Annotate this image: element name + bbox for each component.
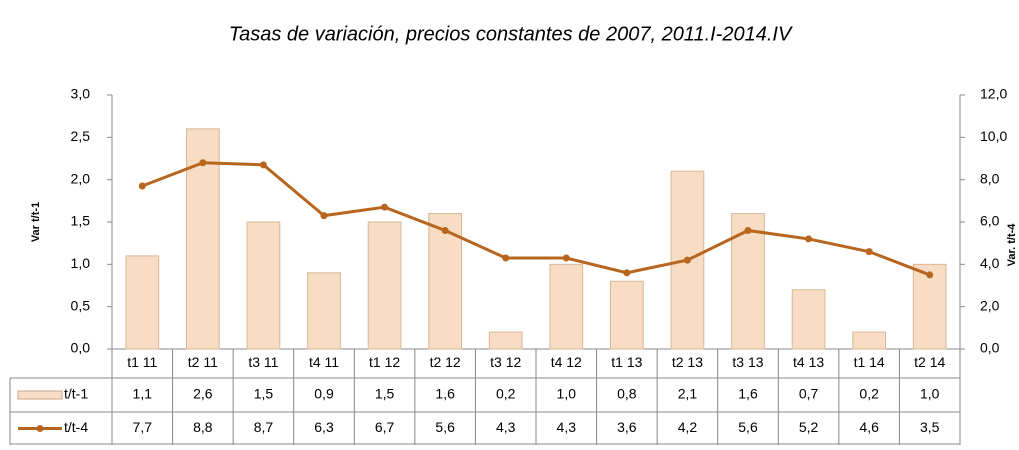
table-value: 1,0	[920, 386, 940, 402]
x-tick-label: t3 11	[248, 354, 278, 370]
bar	[912, 263, 947, 350]
table-value: 7,7	[133, 419, 153, 435]
y-tick-label: 2,0	[71, 170, 91, 186]
x-tick-label: t3 12	[490, 354, 521, 370]
x-tick-label: t2 12	[430, 354, 461, 370]
y2-tick-label: 6,0	[980, 213, 1000, 229]
marker	[623, 269, 631, 277]
table-value: 4,2	[678, 419, 698, 435]
bar	[367, 221, 402, 350]
legend-label: t/t-4	[64, 419, 88, 435]
x-tick-label: t4 11	[309, 354, 339, 370]
bar	[125, 255, 160, 350]
bar	[610, 280, 644, 350]
table-value: 1,6	[738, 386, 758, 402]
marker	[199, 159, 207, 167]
marker	[259, 161, 267, 169]
legend-swatch	[17, 390, 63, 400]
bar	[246, 221, 281, 350]
table-value: 4,3	[557, 419, 577, 435]
y2-axis-label: Var. t/t-4	[1006, 223, 1018, 267]
y2-tick-label: 4,0	[980, 255, 1000, 271]
marker	[441, 226, 449, 234]
table-value: 8,8	[193, 419, 213, 435]
bar	[852, 331, 886, 350]
y-tick-label: 1,0	[71, 255, 91, 271]
marker	[865, 248, 873, 256]
x-tick-label: t2 11	[188, 354, 218, 370]
y-tick-label: 0,5	[71, 297, 91, 313]
table-value: 0,2	[859, 386, 879, 402]
chart-title: Tasas de variación, precios constantes d…	[229, 23, 793, 45]
table-value: 4,6	[859, 419, 879, 435]
bar	[549, 263, 584, 350]
table-value: 2,6	[193, 386, 213, 402]
table-value: 0,8	[617, 386, 637, 402]
marker	[138, 182, 146, 190]
x-tick-label: t1 13	[611, 354, 642, 370]
table-value: 5,6	[738, 419, 758, 435]
marker	[683, 256, 691, 264]
x-tick-label: t1 14	[854, 354, 885, 370]
table-value: 0,2	[496, 386, 516, 402]
x-tick-label: t1 12	[369, 354, 400, 370]
y2-tick-label: 12,0	[980, 86, 1007, 102]
table-value: 2,1	[678, 386, 698, 402]
bar	[791, 289, 826, 350]
y-tick-label: 0,0	[71, 340, 91, 356]
y-tick-label: 3,0	[71, 86, 91, 102]
table-value: 5,6	[435, 419, 455, 435]
table-value: 1,6	[435, 386, 455, 402]
table-value: 1,5	[375, 386, 395, 402]
table-value: 6,3	[314, 419, 334, 435]
table-value: 0,7	[799, 386, 819, 402]
line	[141, 161, 931, 277]
x-tick-label: t1 11	[127, 354, 157, 370]
marker	[381, 203, 389, 211]
marker	[744, 226, 752, 234]
marker	[805, 235, 813, 243]
y-axis-label: Var t/t-1	[30, 202, 42, 242]
table-value: 1,5	[254, 386, 274, 402]
y2-tick-label: 2,0	[980, 297, 1000, 313]
legend-label: t/t-1	[64, 386, 88, 402]
bar	[488, 331, 523, 350]
y2-tick-label: 10,0	[980, 128, 1007, 144]
table-value: 6,7	[375, 419, 395, 435]
x-tick-label: t4 13	[793, 354, 824, 370]
x-tick-label: t2 13	[672, 354, 703, 370]
y-tick-label: 1,5	[71, 213, 91, 229]
table-value: 1,0	[557, 386, 577, 402]
marker	[926, 271, 934, 279]
y-tick-label: 2,5	[71, 128, 91, 144]
marker	[320, 212, 328, 220]
table-value: 1,1	[133, 386, 153, 402]
table-value: 4,3	[496, 419, 516, 435]
x-tick-label: t2 14	[914, 354, 945, 370]
table-value: 0,9	[314, 386, 334, 402]
table-value: 5,2	[799, 419, 819, 435]
table-value: 3,5	[920, 419, 940, 435]
x-tick-label: t4 12	[551, 354, 582, 370]
table-value: 8,7	[254, 419, 274, 435]
legend-marker	[36, 425, 44, 432]
x-tick-label: t3 13	[732, 354, 763, 370]
y2-tick-label: 0,0	[980, 340, 1000, 356]
bar	[307, 272, 341, 350]
y2-tick-label: 8,0	[980, 170, 1000, 186]
table-value: 3,6	[617, 419, 637, 435]
marker	[502, 254, 510, 262]
marker	[562, 254, 570, 262]
